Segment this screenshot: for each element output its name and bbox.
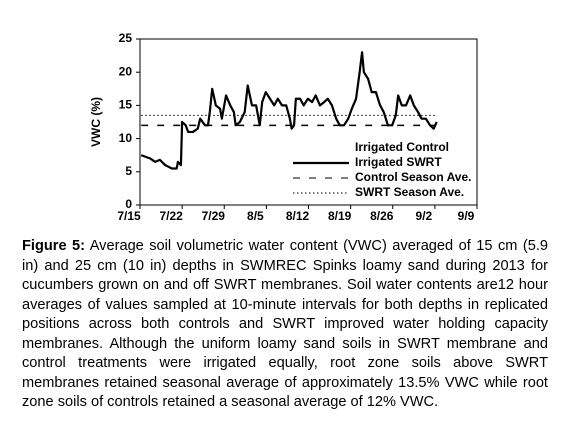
- y-tick-label: 5: [125, 164, 132, 178]
- y-tick-label: 0: [125, 197, 132, 211]
- legend-label: Control Season Ave.: [355, 170, 471, 184]
- y-axis-label: VWC (%): [89, 97, 103, 147]
- data-line: [140, 51, 438, 170]
- caption-text: Average soil volumetric water content (V…: [22, 238, 549, 410]
- x-tick-label: 8/26: [370, 209, 394, 223]
- y-tick-label: 10: [119, 131, 133, 145]
- x-tick-label: 8/5: [247, 209, 264, 223]
- legend-label: Irrigated SWRT: [355, 155, 442, 169]
- legend-label: SWRT Season Ave.: [355, 185, 464, 199]
- x-tick-label: 9/2: [416, 209, 433, 223]
- x-tick-label: 7/29: [202, 209, 226, 223]
- x-tick-label: 8/19: [328, 209, 352, 223]
- y-tick-label: 20: [119, 64, 133, 78]
- x-tick-label: 7/15: [117, 209, 141, 223]
- chart: VWC (%) 0 5 10 15 20 25 7/15 7/22 7/29 8/5 8/12 8/1…: [89, 31, 478, 223]
- x-tick-label: 8/12: [286, 209, 310, 223]
- x-tick-label: 7/22: [159, 209, 183, 223]
- x-tick-label: 9/9: [458, 209, 475, 223]
- caption-label: Figure 5:: [22, 238, 86, 254]
- y-tick-label: 25: [119, 31, 133, 45]
- legend-label: Irrigated Control: [355, 140, 449, 154]
- y-tick-label: 15: [119, 98, 133, 112]
- caption: Figure 5: Average soil volumetric water …: [22, 237, 548, 413]
